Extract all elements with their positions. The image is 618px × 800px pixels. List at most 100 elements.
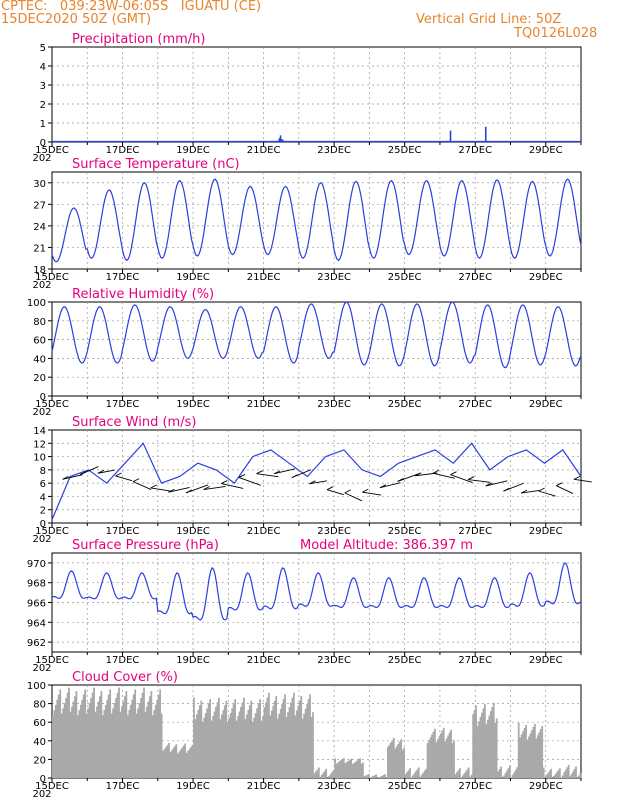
cloud-bar <box>182 745 185 778</box>
cloud-bar <box>328 776 331 778</box>
cloud-bar <box>456 772 458 778</box>
cloud-bar <box>315 771 317 778</box>
cloud-bar <box>391 740 394 778</box>
cloud-bar <box>107 694 110 778</box>
cloud-bar <box>517 722 520 778</box>
series-line <box>51 178 582 263</box>
cloud-bar <box>99 696 101 778</box>
panel-title: Surface Pressure (hPa) <box>72 538 219 553</box>
cloud-bar <box>428 740 430 778</box>
cloud-bar <box>85 713 88 778</box>
cloud-bar <box>200 700 203 778</box>
cloud-bar <box>279 708 282 778</box>
cloud-bar <box>448 732 451 778</box>
x-tick-label: 15DEC <box>35 526 69 537</box>
cloud-bar <box>500 766 502 778</box>
cloud-bar <box>503 775 505 778</box>
wind-arrow <box>485 480 508 487</box>
cloud-bar <box>513 772 516 778</box>
cloud-bar <box>511 774 514 778</box>
cloud-bar <box>126 715 129 778</box>
cloud-bar <box>204 713 207 778</box>
wind-arrow <box>379 482 401 489</box>
x-tick-label: 27DEC <box>458 655 492 666</box>
cloud-bar <box>238 711 241 778</box>
cloud-bar <box>466 769 469 778</box>
cloud-bar <box>269 715 272 778</box>
cloud-bar <box>389 742 392 778</box>
wind-arrow-head <box>221 480 228 484</box>
cloud-bar <box>171 750 173 778</box>
y-tick-label: 0 <box>40 519 46 530</box>
cloud-bar <box>244 719 247 778</box>
cloud-bar <box>495 718 498 778</box>
cloud-bar <box>96 706 98 778</box>
cloud-bar <box>119 711 122 778</box>
cloud-bar <box>579 773 582 778</box>
cloud-bar <box>121 706 123 778</box>
cloud-bar <box>53 710 56 778</box>
wind-arrow-head <box>203 486 210 490</box>
cloud-bar <box>464 771 467 778</box>
cloud-bar <box>78 710 81 778</box>
cloud-bar <box>265 702 267 778</box>
cloud-bar <box>357 759 360 778</box>
cloud-bar <box>175 744 178 778</box>
cloud-bar <box>69 711 72 778</box>
cloud-bar <box>74 696 76 778</box>
y-tick-label: 21 <box>33 243 46 254</box>
wind-arrow-head <box>326 486 334 491</box>
cloud-bar <box>60 713 63 778</box>
panel-title: Surface Temperature (nC) <box>72 157 240 172</box>
x-tick-label: 17DEC <box>106 272 140 283</box>
cloud-bar <box>482 708 485 778</box>
cloud-bar <box>266 697 269 778</box>
cloud-bar <box>235 720 238 778</box>
cloud-bar <box>91 692 94 778</box>
cloud-bar <box>478 721 480 778</box>
cloud-bar <box>240 706 242 778</box>
cloud-bar <box>459 768 461 778</box>
y-tick-label: 2 <box>40 506 46 517</box>
x-tick-label: 17DEC <box>106 655 140 666</box>
cloud-bar <box>351 764 354 778</box>
cloud-bar <box>172 748 175 778</box>
cloud-bar <box>181 747 184 778</box>
cloud-bar <box>526 739 529 778</box>
cloud-bar <box>56 699 59 778</box>
cloud-bar <box>451 743 454 778</box>
cloud-bar <box>270 710 273 778</box>
wind-arrow-head <box>467 476 475 480</box>
wind-arrow-head <box>150 484 157 489</box>
cloud-bar <box>342 757 345 778</box>
precip-bar <box>278 138 281 142</box>
x-tick-label: 19DEC <box>176 399 210 410</box>
cloud-bar <box>554 774 557 778</box>
cloud-bar <box>332 770 335 778</box>
cloud-bar <box>116 692 119 778</box>
cloud-bar <box>260 720 263 778</box>
x-tick-label: 27DEC <box>458 781 492 792</box>
cloud-bar <box>492 702 495 778</box>
cloud-bar <box>298 700 301 778</box>
cloud-bar <box>194 719 197 778</box>
cloud-bar <box>550 768 552 778</box>
cloud-bar <box>81 699 84 778</box>
cloud-bar <box>460 777 463 778</box>
wind-arrow <box>150 487 171 492</box>
cloud-bar <box>259 699 261 778</box>
cloud-bar <box>317 767 320 778</box>
cloud-bar <box>157 694 160 778</box>
cloud-bar <box>485 724 488 778</box>
cloud-bar <box>257 703 260 778</box>
panel-frame <box>51 46 582 143</box>
precip-bar <box>484 126 487 142</box>
cloud-bar <box>300 695 303 778</box>
cloud-bar <box>412 775 414 778</box>
y-tick-label: 12 <box>33 439 46 450</box>
cloud-bar <box>134 689 137 778</box>
cloud-bar <box>301 718 304 778</box>
y-tick-label: 0 <box>40 774 46 785</box>
cloud-bar <box>66 692 69 778</box>
cloud-bar <box>469 776 472 778</box>
